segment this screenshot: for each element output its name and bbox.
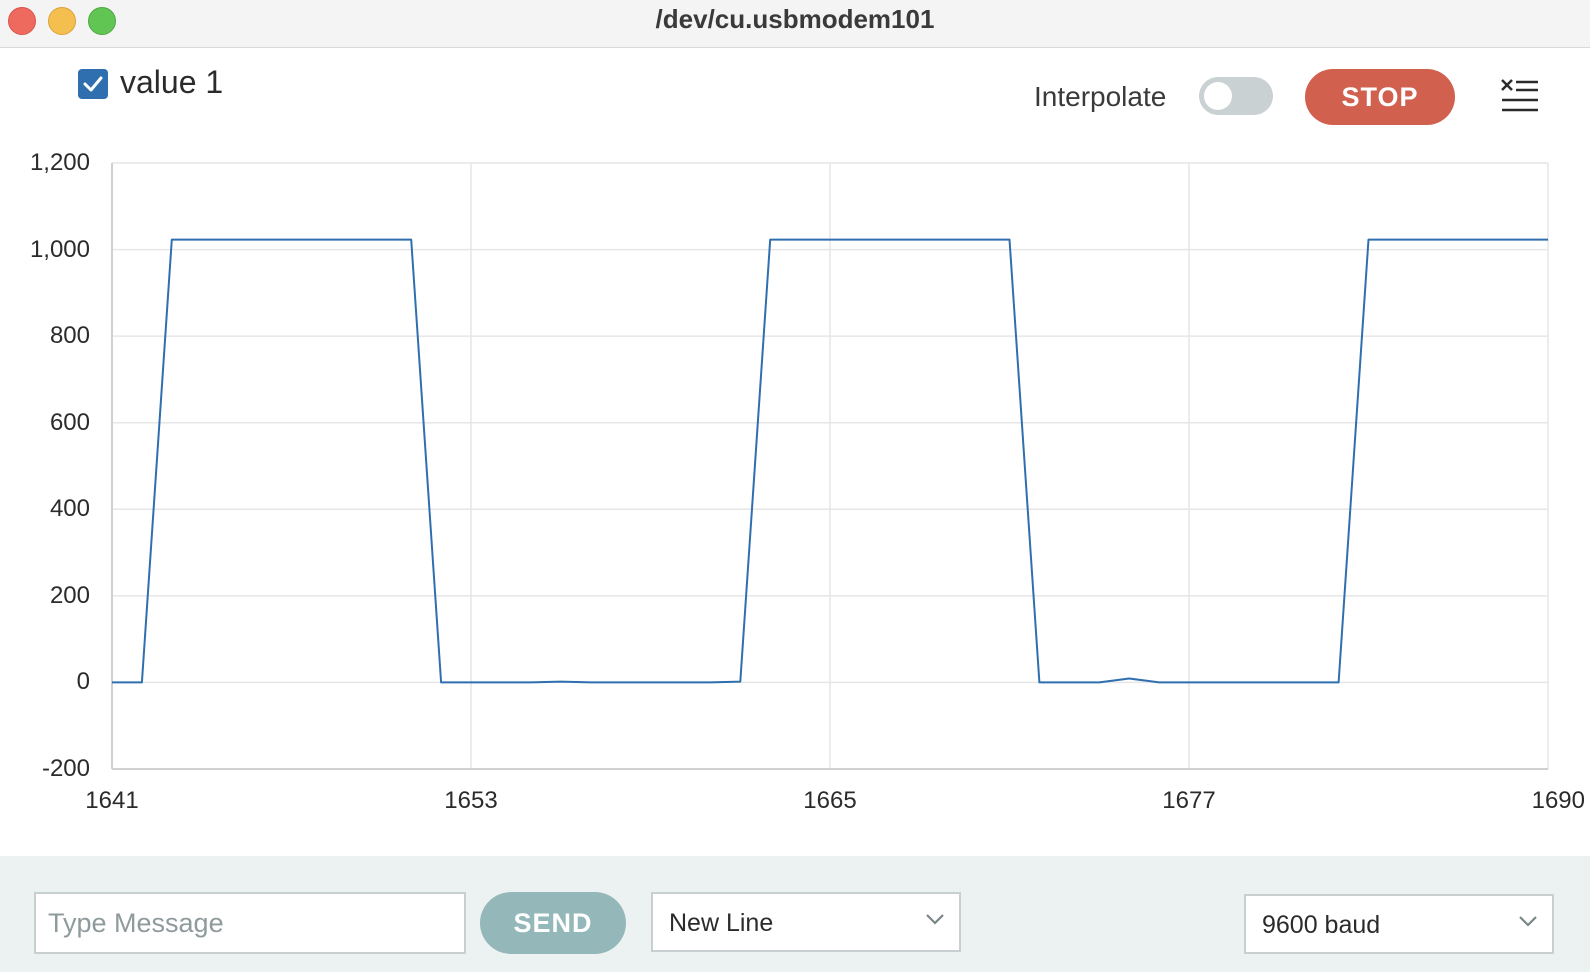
close-window-button[interactable] — [8, 7, 36, 35]
zoom-window-button[interactable] — [88, 7, 116, 35]
chevron-down-icon — [1519, 916, 1537, 927]
x-tick-label: 1665 — [803, 787, 857, 814]
x-tick-label: 1690 — [1531, 787, 1585, 814]
minimize-window-button[interactable] — [48, 7, 76, 35]
x-tick-label: 1653 — [444, 787, 498, 814]
baud-rate-select[interactable]: 9600 baud — [1244, 894, 1554, 954]
stop-button[interactable]: STOP — [1305, 69, 1455, 125]
y-tick-label: 800 — [49, 322, 90, 350]
y-tick-label: 1,000 — [29, 235, 90, 263]
message-input[interactable] — [34, 892, 466, 954]
checkmark-icon — [83, 76, 103, 92]
send-bar: SEND New Line 9600 baud — [0, 856, 1590, 972]
serial-plotter-chart: 1,200 1,000 800 600 400 200 0 -200 1641 1653 1665 1… — [0, 140, 1590, 840]
window-title: /dev/cu.usbmodem101 — [655, 4, 935, 34]
toggle-knob — [1204, 82, 1232, 110]
y-tick-label: 200 — [49, 581, 90, 609]
series-line-value-1 — [112, 238, 1548, 684]
interpolate-label: Interpolate — [1034, 81, 1167, 112]
baud-rate-value: 9600 baud — [1262, 911, 1381, 939]
x-tick-label: 1677 — [1162, 787, 1216, 814]
interpolate-toggle[interactable] — [1199, 77, 1273, 115]
y-tick-label: 0 — [76, 668, 90, 696]
chevron-down-icon — [926, 914, 944, 925]
title-bar: /dev/cu.usbmodem101 — [0, 0, 1590, 48]
clear-list-icon[interactable] — [1500, 78, 1540, 114]
legend-label: value 1 — [120, 64, 224, 100]
legend-checkbox[interactable] — [78, 69, 108, 99]
plot-svg — [111, 162, 1549, 770]
line-ending-value: New Line — [669, 909, 774, 937]
y-tick-label: 400 — [49, 495, 90, 523]
x-tick-label: 1641 — [85, 787, 139, 814]
y-tick-label: 600 — [49, 408, 90, 436]
send-button[interactable]: SEND — [480, 892, 626, 954]
y-tick-label: 1,200 — [29, 149, 90, 176]
line-ending-select[interactable]: New Line — [651, 892, 961, 952]
y-tick-label: -200 — [41, 755, 90, 782]
